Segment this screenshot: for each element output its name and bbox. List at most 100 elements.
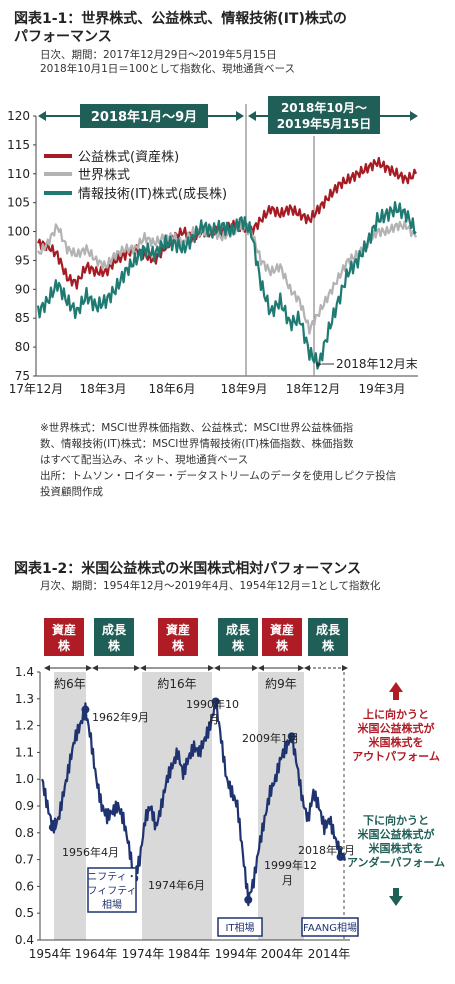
point-label: 1962年9月: [92, 710, 149, 724]
turning-point: [244, 895, 253, 904]
x-tick-label: 18年3月: [80, 382, 127, 396]
arrow-head-left: [214, 665, 220, 671]
arrow-head-right: [86, 665, 92, 671]
phase-shade: [54, 672, 86, 940]
arrow-head-right: [252, 665, 258, 671]
phase-label: 株: [58, 638, 71, 653]
point-label: 1999年12: [264, 858, 317, 872]
x-tick-label: 1974年: [122, 947, 165, 961]
up-arrow-icon: [389, 682, 403, 700]
y-tick-label: 1.1: [15, 745, 34, 759]
x-tick-label: 2004年: [261, 947, 304, 961]
x-tick-label: 18年6月: [149, 382, 196, 396]
period-label: 2018年1月～9月: [91, 109, 197, 125]
figure2-subtitle: 月次、期間：1954年12月～2019年4月、1954年12月＝1として指数化: [40, 580, 381, 592]
annotation-label: 2018年12月末: [336, 357, 418, 371]
figure2-title: 図表1-2：米国公益株式の米国株式相対パフォーマンス: [14, 561, 362, 577]
period-label: 約9年: [265, 676, 297, 691]
figure1-title: 図表1-1：世界株式、公益株式、情報技術(IT)株式の パフォーマンス: [14, 10, 347, 46]
outperform-label: アウトパフォーム: [352, 750, 440, 763]
point-label: 2018年2月: [298, 843, 355, 857]
figure1-note-line: 数、情報技術(IT)株式：MSCI世界情報技術(IT)株価指数、株価指数: [40, 438, 354, 450]
phase-label: 成長: [102, 622, 127, 637]
underperform-label: 米国株式を: [368, 841, 424, 855]
point-label: 1990年10: [186, 697, 239, 711]
series-line: [40, 699, 346, 907]
underperform-label: アンダーパフォーム: [347, 855, 445, 869]
arrow-head-right: [134, 665, 140, 671]
figure1-subtitle-line2: 2018年10月1日＝100として指数化、現地通貨ベース: [40, 63, 295, 75]
phase-box: [94, 618, 134, 656]
figure1-title-line2: パフォーマンス: [14, 29, 112, 45]
market-label: IT相場: [225, 921, 254, 934]
phase-shade: [142, 672, 212, 940]
x-tick-label: 17年12月: [9, 382, 64, 396]
y-tick-label: 100: [7, 225, 30, 239]
x-tick-label: 1984年: [168, 947, 211, 961]
y-tick-label: 105: [7, 196, 30, 210]
point-label: 月: [208, 713, 219, 726]
market-label: ニフティ・: [87, 872, 136, 883]
phase-box: [218, 618, 258, 656]
phase-label: 株: [232, 638, 245, 653]
underperform-label: 下に向かうと: [363, 813, 429, 827]
outperform-label: 米国公益株式が: [357, 721, 435, 735]
point-label: 2009年1月: [242, 731, 299, 745]
y-tick-label: 1.3: [15, 692, 34, 706]
phase-shade: [258, 672, 304, 940]
legend-label: 公益株式(資産株): [78, 149, 179, 165]
series-line: [37, 220, 417, 335]
market-box: [87, 867, 137, 913]
turning-point: [336, 852, 345, 861]
y-tick-label: 0.9: [15, 799, 34, 813]
x-tick-label: 1994年: [215, 947, 258, 961]
phase-label: 資産: [166, 622, 190, 637]
x-tick-label: 19年3月: [359, 382, 406, 396]
turning-point: [48, 823, 57, 832]
arrow-head-left: [248, 111, 256, 121]
phase-box: [308, 618, 348, 656]
arrow-head-left: [258, 665, 264, 671]
y-tick-label: 0.8: [15, 826, 34, 840]
figure1-note-line: 投資顧問作成: [40, 486, 103, 498]
arrow-head-right: [342, 665, 348, 671]
market-label: フィフティ: [87, 886, 136, 897]
figure1-notes: ※世界株式：MSCI世界株価指数、公益株式：MSCI世界公益株価指 数、情報技術…: [40, 420, 440, 500]
arrow-head-left: [140, 665, 146, 671]
point-label: 月: [282, 874, 293, 887]
market-box: [301, 917, 359, 937]
figure1-note-line: ※世界株式：MSCI世界株価指数、公益株式：MSCI世界公益株価指: [40, 422, 354, 434]
phase-label: 株: [108, 638, 121, 653]
period-label: 2019年5月15日: [277, 116, 371, 131]
y-tick-label: 75: [15, 369, 30, 383]
y-tick-label: 0.7: [15, 853, 34, 867]
x-tick-label: 18年9月: [221, 382, 268, 396]
period-box: [80, 104, 208, 128]
legend-label: 情報技術(IT)株式(成長株): [78, 187, 227, 202]
arrow-head-left: [304, 665, 310, 671]
x-tick-label: 2014年: [308, 947, 351, 961]
y-tick-label: 1.0: [15, 772, 34, 786]
turning-point: [211, 697, 220, 706]
arrow-head-right: [410, 111, 418, 121]
y-tick-label: 95: [15, 253, 30, 267]
phase-label: 資産: [270, 622, 294, 637]
arrow-head-left: [92, 665, 98, 671]
point-label: 1956年4月: [62, 845, 119, 859]
x-tick-label: 1964年: [75, 947, 118, 961]
phase-box: [158, 618, 198, 656]
phase-label: 成長: [226, 622, 251, 637]
outperform-label: 上に向かうと: [363, 707, 429, 721]
figure1-title-line1: 図表1-1：世界株式、公益株式、情報技術(IT)株式の: [14, 11, 347, 27]
y-tick-label: 80: [15, 340, 30, 354]
y-tick-label: 90: [15, 282, 30, 296]
figure1-note-line: 出所：トムソン・ロイター・データストリームのデータを使用しピクテ投信: [40, 470, 397, 482]
period-label: 約16年: [157, 676, 196, 691]
market-box: [217, 917, 263, 937]
phase-label: 株: [172, 638, 185, 653]
point-label: 1974年6月: [148, 878, 205, 892]
phase-box: [44, 618, 84, 656]
arrow-head-left: [44, 665, 50, 671]
